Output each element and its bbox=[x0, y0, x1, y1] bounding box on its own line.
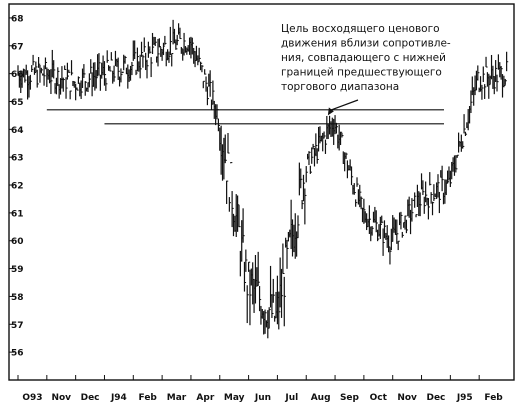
annotation-line: торгового диапазона bbox=[281, 81, 399, 93]
x-tick-label: Feb bbox=[139, 393, 158, 403]
y-tick-label: 64 bbox=[11, 126, 24, 136]
x-tick-label: May bbox=[224, 393, 245, 403]
price-bars bbox=[17, 19, 509, 339]
x-tick-label: Apr bbox=[196, 393, 214, 403]
reference-lines bbox=[46, 109, 444, 125]
x-axis: O93 Nov Dec J94 Feb Mar Apr May Jun Jul Aug Sep Oct N… bbox=[17, 375, 503, 403]
y-tick-label: 67 bbox=[11, 42, 24, 52]
annotation-arrow bbox=[329, 99, 359, 111]
x-tick-label: Mar bbox=[167, 393, 187, 403]
x-tick-label: J95 bbox=[456, 393, 473, 403]
y-tick-label: 68 bbox=[11, 14, 24, 24]
y-axis: 56 57 58 59 60 61 62 63 64 65 66 67 68 bbox=[9, 14, 24, 359]
x-tick-label: Jun bbox=[254, 393, 271, 403]
y-tick-label: 61 bbox=[11, 209, 24, 219]
x-tick-label: Nov bbox=[397, 393, 417, 403]
y-tick-label: 66 bbox=[11, 70, 24, 80]
plot-frame bbox=[8, 3, 515, 381]
x-tick-label: Dec bbox=[426, 393, 445, 403]
annotation-line: Цель восходящего ценового bbox=[281, 23, 440, 35]
annotation-line: движения вблизи сопротивле- bbox=[281, 38, 451, 50]
y-tick-label: 58 bbox=[11, 293, 24, 303]
annotation-arrowhead bbox=[327, 107, 334, 116]
annotation-line: ния, совпадающего с нижней bbox=[281, 52, 446, 64]
y-tick-label: 60 bbox=[11, 237, 24, 247]
x-tick-label: J94 bbox=[110, 393, 127, 403]
x-tick-label: Dec bbox=[81, 393, 100, 403]
x-tick-label: Sep bbox=[340, 393, 360, 403]
y-tick-label: 57 bbox=[11, 321, 24, 331]
y-tick-label: 59 bbox=[11, 265, 24, 275]
y-tick-label: 63 bbox=[11, 154, 24, 164]
annotation: Цель восходящего ценового движения вблизи… bbox=[281, 23, 451, 116]
x-tick-label: Aug bbox=[311, 393, 331, 403]
y-tick-label: 56 bbox=[11, 349, 24, 359]
y-tick-label: 65 bbox=[11, 98, 24, 108]
x-tick-label: Feb bbox=[484, 393, 503, 403]
x-tick-label: O93 bbox=[22, 393, 42, 403]
x-tick-label: Jul bbox=[284, 393, 298, 403]
x-tick-label: Nov bbox=[51, 393, 71, 403]
annotation-line: границей предшествующего bbox=[281, 67, 442, 79]
x-tick-label: Oct bbox=[370, 393, 388, 403]
y-tick-label: 62 bbox=[11, 182, 24, 192]
